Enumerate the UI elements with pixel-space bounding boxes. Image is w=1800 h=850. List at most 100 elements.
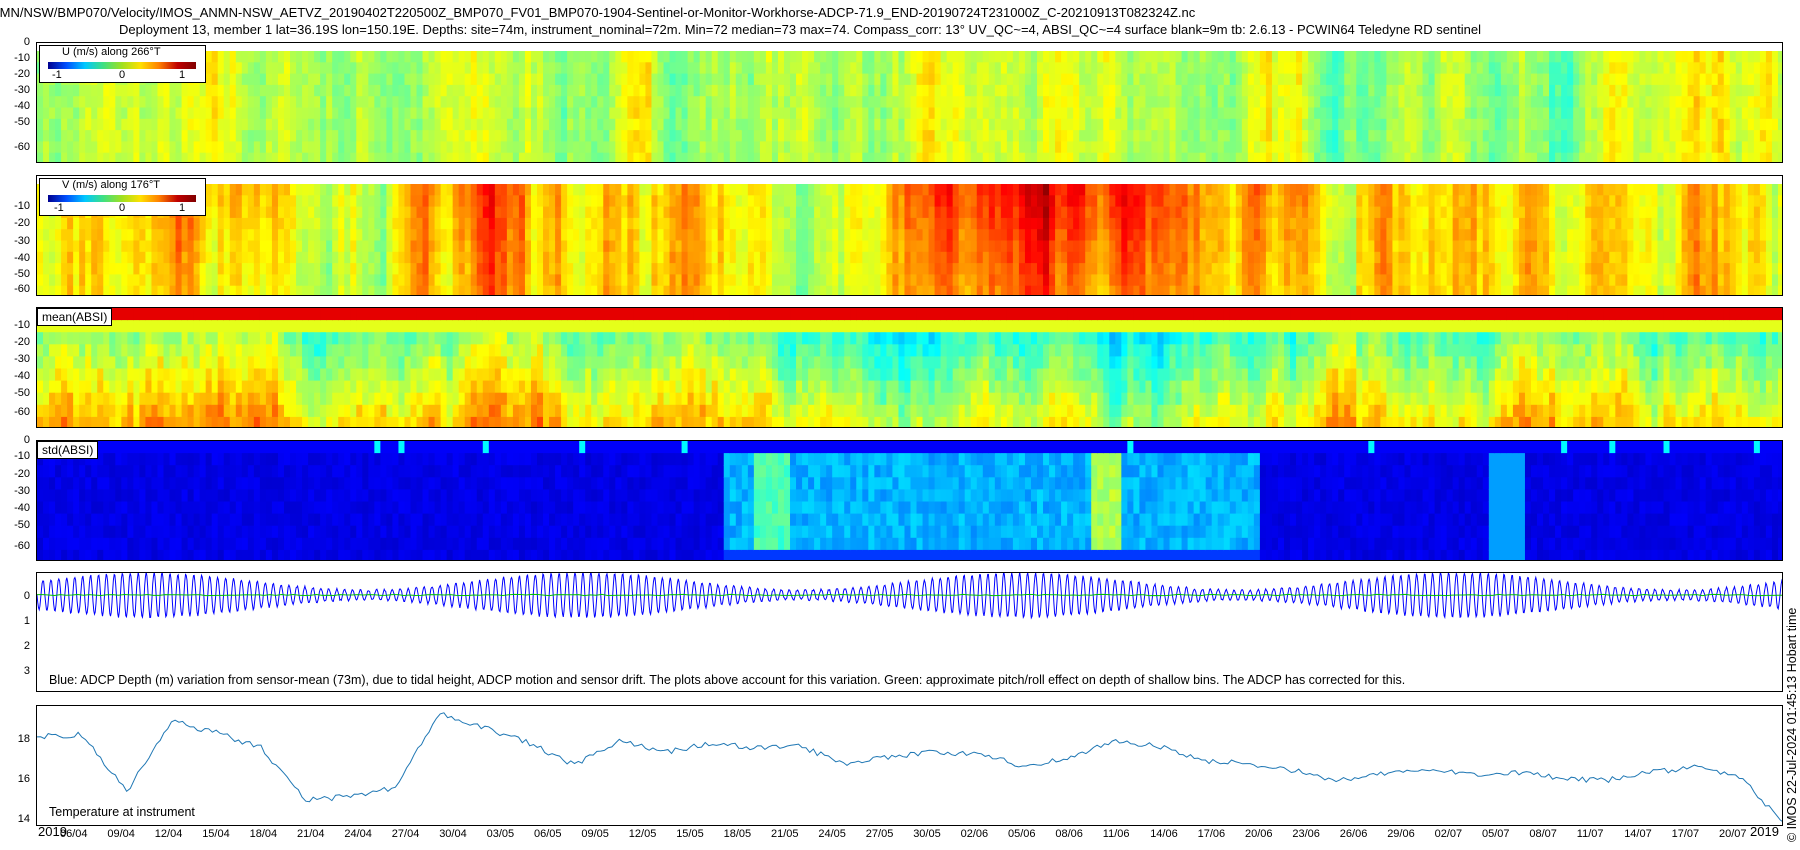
heatmap-cell (621, 62, 628, 75)
heatmap-cell (1217, 152, 1225, 162)
heatmap-cell (970, 118, 978, 131)
heatmap-cell (223, 229, 231, 242)
heatmap-cell (1771, 107, 1779, 120)
heatmap-cell (410, 152, 418, 162)
heatmap-cell (422, 229, 430, 242)
heatmap-cell (1416, 107, 1424, 120)
heatmap-cell (1332, 73, 1339, 86)
heatmap-cell (1193, 118, 1201, 131)
heatmap-cell (952, 118, 960, 131)
heatmap-cell (1199, 51, 1207, 63)
heatmap-cell (1163, 217, 1171, 230)
heatmap-cell (464, 206, 472, 219)
heatmap-cell (1018, 240, 1026, 253)
heatmap-cell (868, 195, 875, 208)
heatmap-cell (302, 274, 309, 287)
heatmap-cell (332, 84, 339, 97)
heatmap-cell (1205, 184, 1213, 196)
heatmap-cell (1380, 118, 1387, 131)
heatmap-cell (838, 274, 845, 287)
heatmap-cell (67, 96, 74, 109)
heatmap-cell (892, 141, 900, 154)
heatmap-cell (826, 130, 833, 142)
heatmap-cell (844, 263, 851, 275)
heatmap-cell (717, 51, 725, 63)
heatmap-cell (555, 152, 562, 162)
heatmap-cell (1657, 84, 1665, 97)
heatmap-cell (1175, 195, 1183, 208)
heatmap-cell (283, 184, 291, 196)
heatmap-cell (1567, 141, 1574, 154)
heatmap-cell (1308, 118, 1315, 131)
heatmap-cell (1434, 107, 1442, 120)
heatmap-cell (1043, 84, 1050, 97)
heatmap-cell (1018, 51, 1026, 63)
heatmap-cell (1043, 184, 1050, 196)
heatmap-cell (1012, 285, 1020, 295)
heatmap-cell (302, 240, 309, 253)
heatmap-cell (1175, 263, 1183, 275)
heatmap-cell (747, 206, 755, 219)
heatmap-cell (1211, 274, 1219, 287)
heatmap-cell (543, 152, 550, 162)
heatmap-cell (1657, 130, 1665, 142)
heatmap-cell (621, 240, 628, 253)
heatmap-cell (235, 263, 243, 275)
heatmap-cell (729, 118, 737, 131)
heatmap-cell (530, 84, 538, 97)
heatmap-cell (1482, 73, 1490, 86)
heatmap-cell (747, 240, 755, 253)
heatmap-cell (247, 62, 255, 75)
heatmap-cell (1103, 206, 1110, 219)
heatmap-cell (1374, 62, 1381, 75)
heatmap-cell (850, 285, 857, 295)
heatmap-cell (561, 73, 568, 86)
heatmap-cell (302, 51, 309, 63)
heatmap-cell (482, 84, 490, 97)
heatmap-cell (1223, 206, 1231, 219)
heatmap-cell (1139, 263, 1147, 275)
heatmap-cell (994, 195, 1002, 208)
heatmap-cell (723, 251, 731, 264)
heatmap-cell (1645, 152, 1653, 162)
heatmap-cell (350, 84, 357, 97)
heatmap-cell (1422, 96, 1430, 109)
heatmap-cell (1567, 84, 1574, 97)
heatmap-cell (1024, 118, 1032, 131)
heatmap-cell (1633, 141, 1641, 154)
heatmap-cell (1693, 141, 1701, 154)
heatmap-cell (982, 73, 990, 86)
heatmap-cell (217, 96, 225, 109)
heatmap-cell (892, 206, 900, 219)
heatmap-cell (1229, 51, 1237, 63)
heatmap-cell (1765, 84, 1773, 97)
heatmap-cell (1597, 62, 1604, 75)
heatmap-cell (1199, 206, 1207, 219)
heatmap-cell (1506, 62, 1514, 75)
heatmap-cell (898, 141, 906, 154)
heatmap-cell (910, 96, 918, 109)
heatmap-cell (1247, 285, 1255, 295)
heatmap-cell (1049, 206, 1056, 219)
heatmap-cell (404, 62, 412, 75)
heatmap-cell (43, 107, 50, 120)
heatmap-cell (1302, 107, 1309, 120)
heatmap-cell (585, 263, 592, 275)
u-colorbar-label: U (m/s) along 266°T (62, 46, 161, 58)
heatmap-cell (283, 274, 291, 287)
heatmap-cell (1723, 152, 1731, 162)
heatmap-cell (1777, 130, 1782, 142)
heatmap-cell (470, 184, 478, 196)
heatmap-cell (368, 229, 375, 242)
heatmap-cell (1464, 73, 1472, 86)
heatmap-cell (856, 263, 863, 275)
heatmap-cell (434, 84, 442, 97)
heatmap-cell (265, 206, 273, 219)
heatmap-cell (290, 51, 297, 63)
heatmap-cell (326, 84, 333, 97)
heatmap-cell (1205, 285, 1213, 295)
heatmap-cell (886, 152, 894, 162)
heatmap-cell (1338, 130, 1345, 142)
heatmap-cell (229, 84, 237, 97)
heatmap-cell (518, 152, 526, 162)
